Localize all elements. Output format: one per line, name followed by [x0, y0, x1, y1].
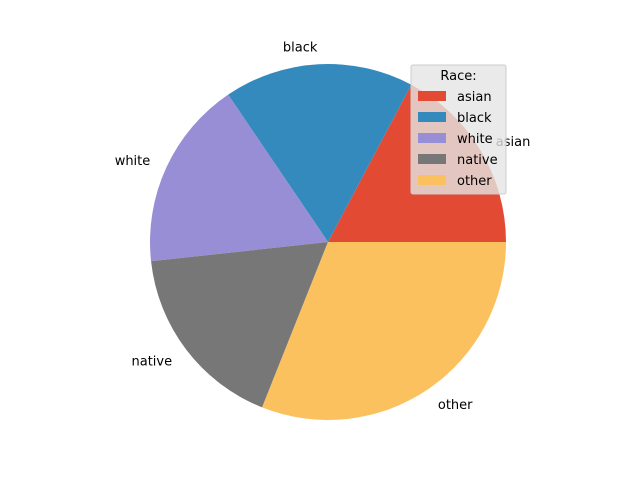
legend-label-other: other — [457, 174, 492, 189]
slice-label-black: black — [283, 40, 318, 55]
pie-slice-black — [228, 64, 412, 243]
legend-swatch-native — [418, 154, 446, 164]
legend-swatch-black — [418, 112, 446, 122]
legend-label-black: black — [457, 111, 492, 126]
legend-swatch-asian — [418, 91, 446, 101]
legend-swatch-other — [418, 175, 446, 185]
legend-label-white: white — [457, 132, 493, 147]
slice-labels: asian black white native other — [115, 40, 531, 413]
pie-slice-other — [262, 242, 506, 420]
slice-label-white: white — [115, 154, 151, 169]
pie-slices — [149, 64, 506, 420]
legend-label-asian: asian — [457, 90, 492, 105]
legend-title: Race: — [440, 69, 476, 84]
slice-label-native: native — [132, 354, 173, 369]
legend-label-native: native — [457, 153, 498, 168]
slice-label-other: other — [438, 398, 473, 413]
legend: Race: asian black white native other — [410, 64, 507, 195]
legend-items: asian black white native other — [418, 90, 498, 189]
pie-slice-white — [149, 94, 328, 262]
pie-slice-native — [151, 242, 328, 408]
legend-swatch-white — [418, 133, 446, 143]
